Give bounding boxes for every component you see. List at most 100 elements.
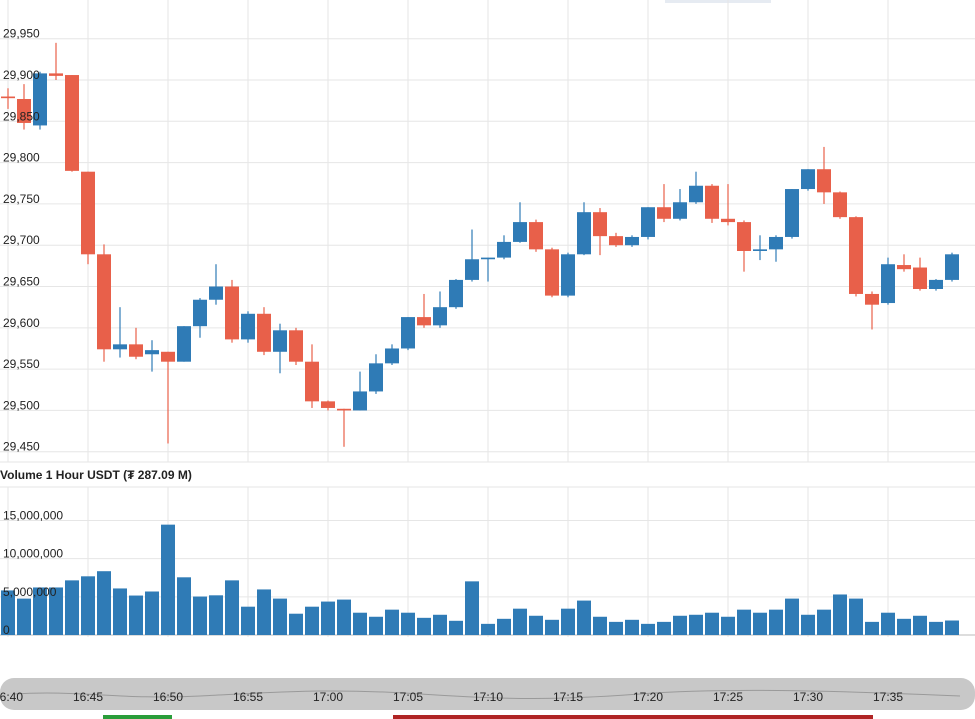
candle-body [481,257,495,260]
volume-bar [33,587,47,635]
volume-bar [81,576,95,635]
candle-body [721,218,735,223]
volume-bar [529,615,543,635]
candle-body [657,207,671,219]
x-tick-label: 17:15 [553,690,583,704]
candle-body [881,264,895,304]
volume-bar [897,618,911,635]
candle-body [625,236,639,246]
x-tick-label: 17:25 [713,690,743,704]
candle-body [785,189,799,237]
y-tick-label: 29,450 [3,440,40,454]
volume-bar [641,623,655,635]
candle-body [257,313,271,352]
x-tick-label: 16:40 [0,690,23,704]
volume-bar [289,613,303,635]
candle-body [945,254,959,280]
y-tick-label: 29,500 [3,398,40,412]
candle-body [65,75,79,171]
y-tick-label: 29,900 [3,68,40,82]
y-tick-label: 5,000,000 [3,585,57,599]
candle-body [17,99,31,123]
y-tick-label: 0 [3,623,10,637]
candle-body [177,326,191,362]
candle-body [337,408,351,411]
candle-body [529,222,543,250]
volume-bar [177,577,191,635]
x-tick-label: 17:35 [873,690,903,704]
y-tick-label: 29,750 [3,192,40,206]
volume-bar [65,580,79,635]
volume-bar [161,524,175,635]
volume-bar [321,601,335,635]
candle-body [865,293,879,305]
volume-bar [577,600,591,635]
y-tick-label: 29,950 [3,27,40,41]
navigator[interactable] [0,678,975,710]
y-tick-label: 29,700 [3,233,40,247]
volume-bar [481,623,495,635]
candle-body [225,286,239,340]
candle-body [673,202,687,219]
candle-body [849,217,863,294]
volume-bar [273,598,287,635]
volume-bar [97,571,111,635]
candle-body [289,330,303,362]
x-tick-label: 17:00 [313,690,343,704]
candle-body [593,212,607,237]
bottom-strip [393,715,873,719]
candle-body [929,279,943,289]
volume-bar [881,612,895,635]
volume-bar [833,594,847,635]
candle-body [737,222,751,251]
volume-bar [417,617,431,635]
candle-body [241,313,255,340]
volume-bar [113,588,127,635]
y-tick-label: 10,000,000 [3,547,63,561]
candle-body [113,344,127,350]
volume-bar [17,598,31,635]
volume-bar [929,621,943,635]
candle-body [273,330,287,352]
candle-body [1,96,15,99]
volume-bar [705,612,719,635]
volume-bar [545,619,559,635]
volume-bar [737,609,751,635]
volume-bar [257,589,271,635]
x-tick-label: 17:05 [393,690,423,704]
volume-bar [1,590,15,635]
volume-bar [225,580,239,635]
volume-bar [337,599,351,635]
volume-bar [625,619,639,635]
candle-body [609,236,623,246]
volume-bar [129,595,143,635]
volume-bar [913,615,927,635]
volume-bar [513,608,527,635]
candle-body [833,192,847,218]
candle-body [753,249,767,251]
volume-bar [801,614,815,635]
volume-bar [849,598,863,635]
x-tick-label: 17:30 [793,690,823,704]
y-tick-label: 29,550 [3,357,40,371]
candle-body [545,249,559,296]
candle-body [385,348,399,364]
candle-body [577,212,591,255]
volume-bar [769,609,783,635]
x-tick-label: 16:45 [73,690,103,704]
volume-bar [433,614,447,635]
candle-body [897,265,911,270]
volume-bar [657,621,671,635]
volume-bar [385,609,399,635]
volume-bar [145,591,159,635]
volume-bar [561,608,575,635]
volume-bar [753,612,767,635]
candle-body [145,350,159,355]
x-tick-label: 16:55 [233,690,263,704]
candle-body [561,254,575,296]
candle-body [401,317,415,349]
x-tick-label: 16:50 [153,690,183,704]
volume-bar [241,606,255,635]
